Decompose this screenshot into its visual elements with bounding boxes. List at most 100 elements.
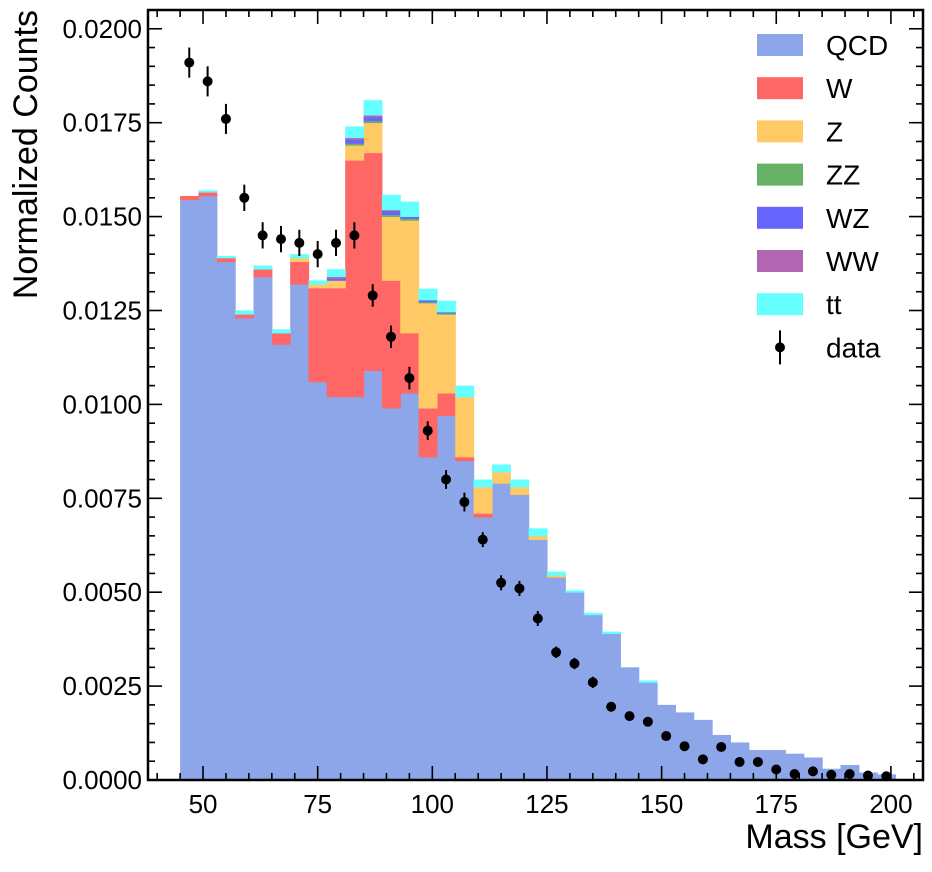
bar-tt-4 xyxy=(253,265,273,270)
bar-zz-14 xyxy=(436,313,456,315)
bar-qcd-13 xyxy=(418,456,438,781)
legend-swatch-wz xyxy=(757,206,803,229)
data-point-34 xyxy=(807,766,818,777)
data-point-22 xyxy=(587,677,598,688)
bar-z-11 xyxy=(381,216,401,281)
data-point-38 xyxy=(881,771,892,782)
data-point-12 xyxy=(404,373,415,384)
legend-label-w: W xyxy=(826,73,853,104)
bar-w-7 xyxy=(308,287,328,383)
data-point-10 xyxy=(367,290,378,301)
bar-qcd-18 xyxy=(510,494,530,781)
x-axis-label: Mass [GeV] xyxy=(745,818,923,856)
bar-tt-5 xyxy=(271,329,291,334)
bar-tt-23 xyxy=(601,631,621,634)
bar-tt-18 xyxy=(510,479,530,488)
data-point-25 xyxy=(642,716,653,727)
bar-tt-3 xyxy=(235,310,255,315)
data-point-26 xyxy=(661,731,672,742)
bar-qcd-22 xyxy=(583,614,603,781)
data-point-0 xyxy=(184,57,195,68)
bar-qcd-14 xyxy=(436,415,456,781)
bar-tt-10 xyxy=(363,100,383,116)
bar-qcd-17 xyxy=(491,483,511,781)
y-tick-label-4: 0.0100 xyxy=(62,389,142,419)
data-point-11 xyxy=(386,331,397,342)
y-tick-label-8: 0.0200 xyxy=(62,14,142,44)
bar-tt-7 xyxy=(308,280,328,285)
bar-tt-9 xyxy=(345,126,365,139)
bar-wz-12 xyxy=(400,216,420,219)
bar-tt-19 xyxy=(528,528,548,537)
bar-qcd-19 xyxy=(528,539,548,781)
data-point-5 xyxy=(275,234,286,245)
bar-tt-22 xyxy=(583,612,603,616)
data-point-23 xyxy=(606,701,617,712)
data-point-20 xyxy=(551,647,562,658)
legend-swatch-w xyxy=(757,77,803,100)
bar-w-6 xyxy=(290,261,310,285)
bar-zz-9 xyxy=(345,143,365,146)
data-point-1 xyxy=(202,76,213,87)
data-point-27 xyxy=(679,741,690,752)
bar-wz-11 xyxy=(381,210,401,216)
x-tick-label-0: 50 xyxy=(189,789,218,819)
bar-tt-13 xyxy=(418,288,438,301)
y-axis-label: Normalized Counts xyxy=(7,10,45,299)
data-point-28 xyxy=(697,754,708,765)
bar-tt-11 xyxy=(381,194,401,211)
bar-qcd-1 xyxy=(198,195,218,781)
bar-z-12 xyxy=(400,220,420,334)
bar-z-9 xyxy=(345,145,365,161)
bar-wz-10 xyxy=(363,117,383,122)
legend-swatch-z xyxy=(757,120,803,143)
data-point-14 xyxy=(441,474,452,485)
x-tick-label-1: 75 xyxy=(303,789,332,819)
bar-z-8 xyxy=(326,280,346,289)
bar-tt-25 xyxy=(638,680,658,683)
bar-z-17 xyxy=(491,472,511,484)
bar-z-6 xyxy=(290,257,310,263)
bar-qcd-8 xyxy=(326,396,346,781)
axis-ticks xyxy=(148,10,923,781)
bar-zz-11 xyxy=(381,214,401,217)
bar-qcd-26 xyxy=(657,704,676,781)
data-point-3 xyxy=(239,192,250,203)
y-tick-label-5: 0.0125 xyxy=(62,295,142,325)
bar-w-2 xyxy=(216,257,236,263)
bar-tt-21 xyxy=(565,590,585,593)
bar-w-0 xyxy=(180,195,200,201)
data-point-36 xyxy=(844,768,855,779)
bar-tt-16 xyxy=(473,479,493,488)
legend-swatch-zz xyxy=(757,163,803,186)
bar-tt-12 xyxy=(400,201,420,217)
bar-tt-15 xyxy=(455,385,475,398)
bar-qcd-16 xyxy=(473,517,493,781)
x-tick-label-5: 175 xyxy=(755,789,798,819)
bar-tt-1 xyxy=(198,190,218,193)
bar-qcd-10 xyxy=(363,370,383,781)
data-point-30 xyxy=(734,756,745,767)
x-tick-label-2: 100 xyxy=(411,789,454,819)
bar-z-15 xyxy=(455,396,475,458)
bar-wz-13 xyxy=(418,299,438,303)
legend-label-tt: tt xyxy=(826,289,842,320)
y-tick-label-2: 0.0050 xyxy=(62,577,142,607)
stacked-bars xyxy=(180,100,897,781)
y-tick-label-0: 0.0000 xyxy=(62,765,142,795)
bar-qcd-21 xyxy=(565,592,585,781)
bar-z-16 xyxy=(473,487,493,514)
bar-qcd-20 xyxy=(546,577,566,781)
legend-label-z: Z xyxy=(826,116,843,147)
bar-tt-20 xyxy=(546,571,566,576)
bar-ww-11 xyxy=(381,209,401,212)
data-point-9 xyxy=(349,230,360,241)
legend-label-ww: WW xyxy=(826,246,879,277)
data-point-15 xyxy=(459,497,470,508)
bar-z-14 xyxy=(436,314,456,394)
bar-w-16 xyxy=(473,513,493,518)
bar-qcd-7 xyxy=(308,381,328,781)
data-point-35 xyxy=(826,769,837,780)
